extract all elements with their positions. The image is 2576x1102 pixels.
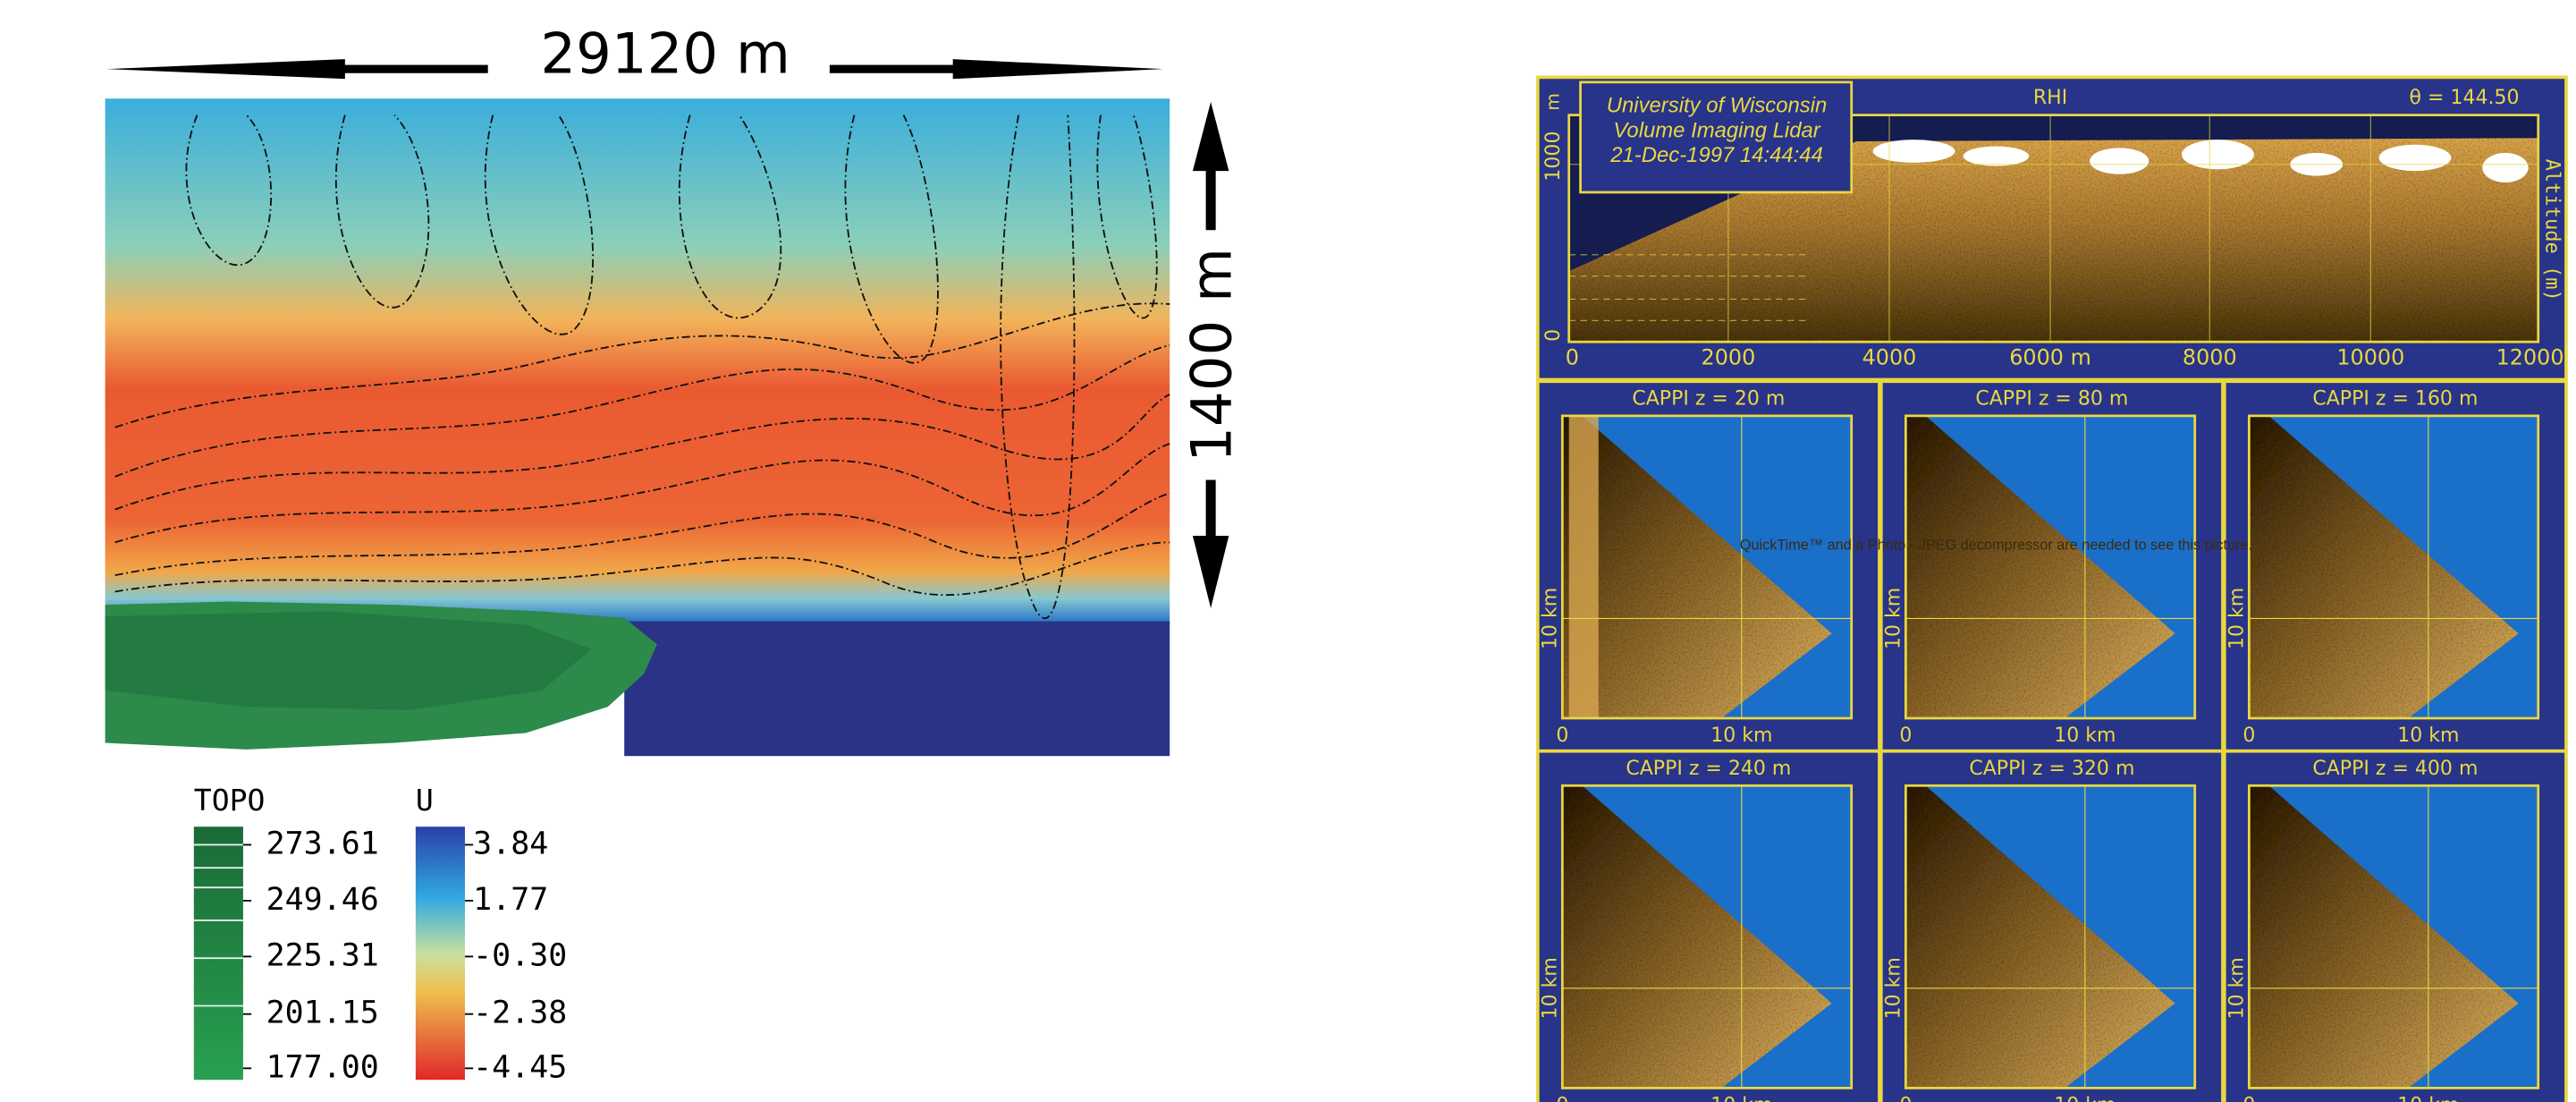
panel-title: CAPPI z = 160 m	[2312, 387, 2478, 410]
height-label: 1400 m	[1179, 248, 1245, 462]
x-axis-label: 10 km	[2397, 1095, 2459, 1102]
info-line: 21-Dec-1997 14:44:44	[1609, 143, 1823, 167]
cloud	[2090, 148, 2149, 174]
arrow-head	[1193, 102, 1229, 171]
y-tick-label: 0	[1542, 329, 1565, 342]
info-line: University of Wisconsin	[1607, 94, 1828, 118]
x-tick-label: 6000 m	[2009, 345, 2091, 370]
cloud	[2482, 153, 2528, 182]
width-label: 29120 m	[540, 21, 790, 86]
legend-label: 201.15	[266, 996, 379, 1031]
panel-title: CAPPI z = 240 m	[1626, 758, 1791, 780]
arrow-head	[106, 59, 344, 79]
legend-label: 249.46	[266, 882, 379, 918]
y-axis-label: 10 km	[2226, 588, 2249, 649]
legend-label: 177.00	[266, 1049, 379, 1085]
arrow-shaft	[1206, 165, 1216, 230]
x-tick-label: 10000	[2336, 345, 2404, 370]
y-axis-label: 10 km	[2226, 957, 2249, 1019]
cappi-panel	[2225, 381, 2566, 750]
x-axis-label: 10 km	[2054, 725, 2116, 747]
cappi-panel	[1881, 381, 2223, 750]
x-tick-label: 2000	[1702, 345, 1756, 370]
legend-label: 1.77	[473, 882, 548, 918]
cappi-panel	[1881, 751, 2223, 1102]
legend-title: TOPO	[194, 783, 266, 818]
legend-title: U	[416, 783, 434, 818]
arrow-shaft	[1206, 480, 1216, 543]
x-origin-label: 0	[1899, 725, 1912, 747]
info-line: Volume Imaging Lidar	[1613, 118, 1820, 142]
cappi-panel	[1538, 381, 1879, 750]
y-axis-label: Altitude (m)	[2540, 159, 2563, 301]
y-axis-label: 10 km	[1882, 957, 1905, 1019]
x-tick-label: 0	[1566, 345, 1579, 370]
model-panel	[106, 59, 1229, 1080]
wind-field	[106, 98, 1170, 624]
arrow-shaft	[830, 65, 961, 73]
x-origin-label: 0	[2242, 1095, 2255, 1102]
x-tick-label: 8000	[2183, 345, 2237, 370]
cappi-panel	[2225, 751, 2566, 1102]
x-origin-label: 0	[2242, 725, 2255, 747]
x-axis-label: 10 km	[1710, 1095, 1772, 1102]
legend-label: -4.45	[473, 1049, 567, 1085]
arrow-head	[953, 59, 1163, 79]
y-tick-label: 1000	[1542, 131, 1565, 182]
x-axis-label: 10 km	[1710, 725, 1772, 747]
lidar-panel	[1538, 77, 2566, 1102]
page: { "model": { "width_label": "29120 m", "…	[0, 0, 2576, 1102]
y-axis-label: 10 km	[1539, 957, 1561, 1019]
panel-title: CAPPI z = 320 m	[1969, 758, 2134, 780]
u-colorbar	[416, 826, 465, 1080]
y-axis-label: 10 km	[1539, 588, 1561, 649]
arrow-head	[1193, 536, 1229, 608]
panel-title: CAPPI z = 80 m	[1975, 387, 2128, 410]
x-origin-label: 0	[1556, 725, 1568, 747]
y-axis-label: 10 km	[1882, 588, 1905, 649]
coast-band	[1569, 416, 1599, 718]
legend-label: 273.61	[266, 826, 379, 861]
legend-label: -2.38	[473, 996, 567, 1031]
legend-label: 225.31	[266, 937, 379, 973]
y-unit: m	[1542, 93, 1564, 111]
panel-title: CAPPI z = 400 m	[2312, 758, 2478, 780]
legend-label: 3.84	[473, 826, 548, 861]
x-axis-label: 10 km	[2397, 725, 2459, 747]
cappi-panel	[1538, 751, 1879, 1102]
cloud	[1873, 140, 1955, 163]
x-origin-label: 0	[1899, 1095, 1912, 1102]
x-origin-label: 0	[1556, 1095, 1568, 1102]
decompressor-notice: QuickTime™ and a Photo - JPEG decompress…	[1740, 536, 2252, 553]
cloud	[2182, 140, 2254, 169]
panel-title: CAPPI z = 20 m	[1632, 387, 1785, 410]
topo-colorbar	[194, 826, 243, 1080]
legend-label: -0.30	[473, 937, 567, 973]
x-tick-label: 12000	[2496, 345, 2564, 370]
arrow-shaft	[337, 65, 488, 73]
sea	[624, 622, 1170, 757]
rhi-mode: RHI	[2033, 87, 2067, 109]
cloud	[2379, 145, 2452, 171]
figure: 29120 m 1400 m TOPO U 273.61 249.46 225.31 201.…	[0, 0, 2576, 1102]
cloud	[1964, 147, 2029, 166]
x-tick-label: 4000	[1862, 345, 1917, 370]
x-axis-label: 10 km	[2054, 1095, 2116, 1102]
rhi-angle: θ = 144.50	[2410, 87, 2520, 109]
